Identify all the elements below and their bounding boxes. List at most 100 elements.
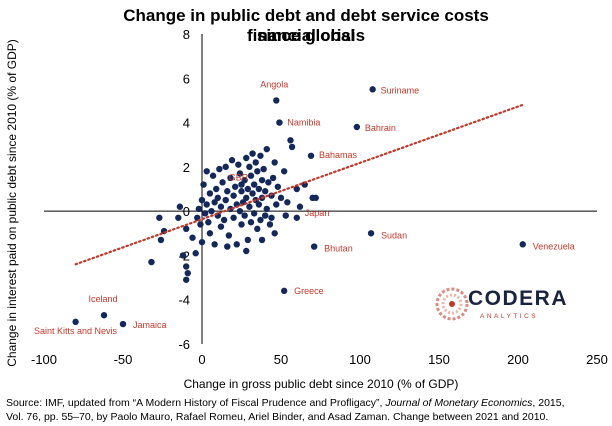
logo-subtitle: ANALYTICS (480, 313, 539, 320)
data-point (266, 221, 274, 228)
x-tick-label: 200 (507, 352, 529, 367)
data-point (263, 145, 270, 153)
data-point (254, 168, 261, 175)
data-point (230, 214, 237, 221)
chart-title-line-1: Change in public debt and debt service c… (123, 6, 489, 45)
data-point (228, 157, 236, 164)
data-point (257, 152, 264, 159)
data-point (258, 176, 266, 184)
point-label: Sudan (381, 230, 407, 240)
point-label: Namibia (287, 118, 320, 128)
data-point-labeled (238, 181, 245, 188)
data-point (236, 170, 244, 177)
data-point (227, 174, 234, 182)
data-point (238, 221, 245, 228)
data-point (183, 276, 190, 283)
data-point (287, 137, 294, 144)
point-label: Bahamas (319, 150, 358, 160)
point-label: GBR (229, 173, 249, 183)
data-point (268, 214, 275, 221)
data-point (222, 196, 229, 204)
data-point (257, 216, 264, 224)
data-point (230, 192, 237, 199)
data-point (238, 188, 245, 195)
data-point (262, 212, 269, 219)
data-point (241, 212, 248, 219)
data-point (235, 161, 242, 168)
data-point (254, 225, 261, 233)
source-note: Source: IMF, updated from “A Modern Hist… (6, 396, 606, 424)
data-point-labeled (72, 318, 79, 326)
data-point (208, 207, 215, 215)
data-point-labeled (293, 214, 300, 221)
data-point (219, 179, 226, 186)
y-tick-label: -4 (178, 293, 190, 308)
data-point (225, 232, 233, 239)
y-tick-label: 4 (183, 116, 190, 131)
point-label: Suriname (381, 85, 420, 95)
data-point (175, 214, 182, 221)
data-point (247, 172, 255, 179)
data-point (217, 223, 225, 230)
data-point (222, 163, 229, 171)
data-point (260, 165, 267, 173)
point-label: Japan (305, 208, 330, 218)
x-tick-label: 0 (198, 352, 205, 367)
data-point (192, 250, 199, 257)
trendline (74, 103, 524, 266)
data-point (269, 174, 277, 182)
data-point (220, 216, 228, 224)
data-point (249, 190, 256, 197)
point-label: Venezuela (533, 241, 575, 251)
data-point (265, 179, 272, 186)
data-point (262, 188, 269, 195)
x-tick-label: 100 (349, 352, 371, 367)
data-point (211, 241, 218, 248)
x-tick-label: 250 (586, 352, 608, 367)
codera-logo: CODERA ANALYTICS (432, 282, 567, 328)
data-point (183, 263, 190, 270)
data-point (189, 234, 196, 241)
data-point (176, 203, 184, 210)
x-tick-label: -100 (31, 352, 57, 367)
data-point (224, 188, 231, 195)
data-point (205, 219, 212, 226)
data-point (195, 205, 203, 213)
y-tick-label: 8 (183, 27, 190, 42)
data-point (157, 236, 165, 244)
data-point (244, 236, 252, 244)
data-point (296, 203, 304, 210)
logo-wordmark: CODERA (468, 287, 569, 310)
data-point (243, 154, 250, 162)
data-point (246, 203, 253, 210)
data-point-labeled (100, 312, 108, 319)
data-point (243, 247, 250, 255)
data-point (288, 143, 296, 151)
chart-title-line-2: financial crisis (246, 26, 366, 45)
data-point (293, 185, 300, 193)
data-point (184, 269, 191, 277)
data-point (255, 185, 263, 193)
data-point (179, 252, 187, 259)
point-label: Iceland (89, 294, 118, 304)
data-point (209, 172, 217, 179)
data-point-labeled (519, 241, 526, 248)
x-tick-label: -50 (114, 352, 133, 367)
data-point (263, 205, 270, 213)
y-axis-label: Change in interest paid on public debt s… (5, 39, 19, 367)
data-point (183, 225, 190, 233)
data-point (224, 243, 231, 250)
y-tick-label: -6 (178, 337, 190, 352)
data-point (233, 241, 240, 248)
x-tick-label: 50 (274, 352, 288, 367)
data-point (201, 210, 209, 217)
data-point (206, 190, 214, 197)
point-label: Bhutan (324, 244, 353, 254)
y-tick-label: 0 (183, 204, 190, 219)
data-point (274, 183, 282, 190)
data-point (312, 194, 319, 202)
logo-mark-icon (435, 287, 469, 321)
data-point-labeled (276, 119, 283, 126)
point-label: Greece (294, 286, 324, 296)
